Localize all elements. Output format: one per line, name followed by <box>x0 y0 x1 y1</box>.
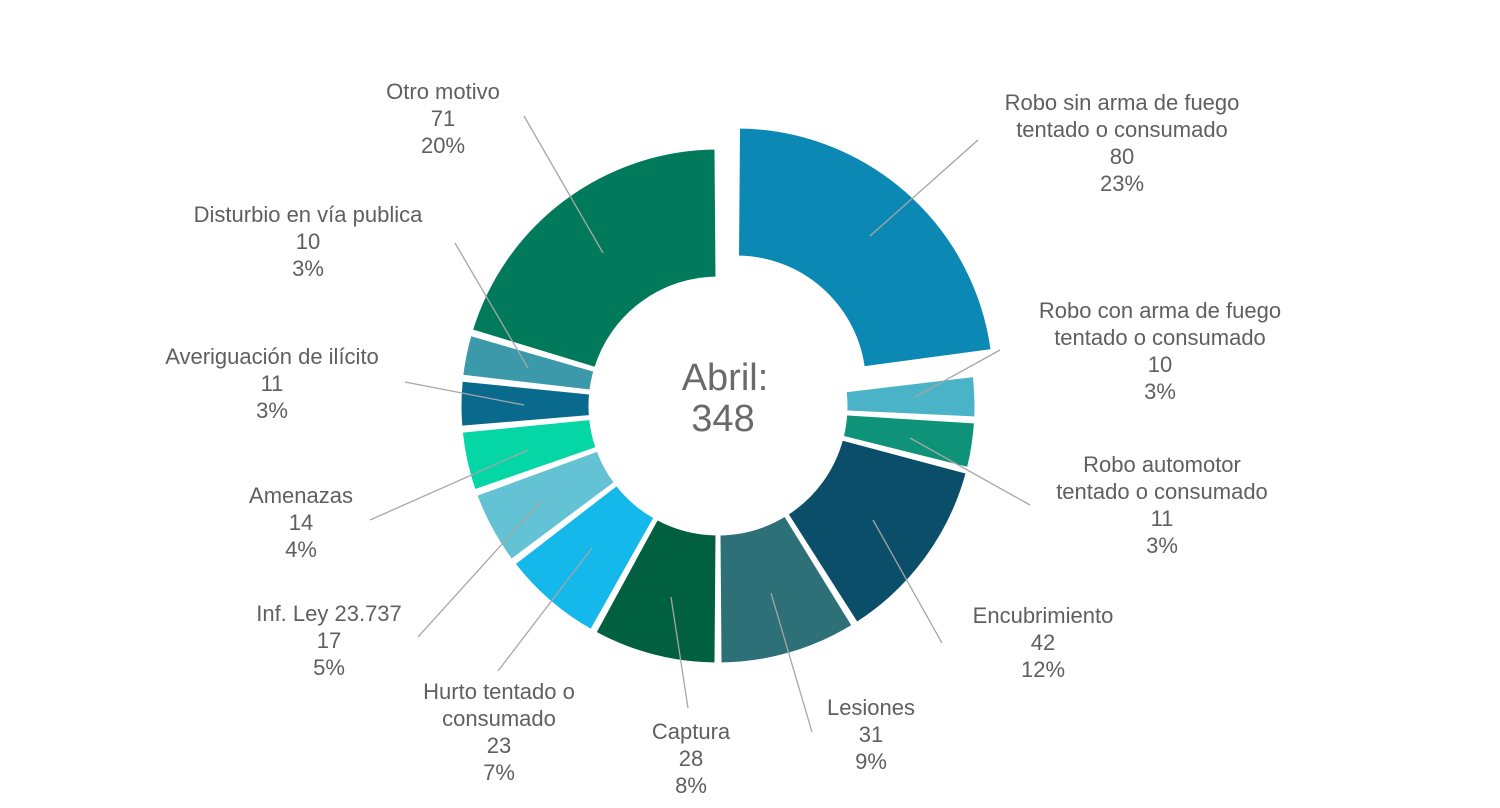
slice-label-value: 28 <box>679 746 703 771</box>
slice-label-name: Robo automotor <box>1083 452 1241 477</box>
donut-slice <box>736 125 994 370</box>
donut-slice <box>784 437 970 626</box>
slice-label-value: 14 <box>289 510 313 535</box>
slice-label-name: Robo sin arma de fuego <box>1005 90 1240 115</box>
donut-slice <box>460 332 597 393</box>
slice-label-percent: 8% <box>675 773 707 798</box>
leader-line <box>872 519 943 644</box>
leader-line <box>417 499 543 638</box>
slice-label-value: 31 <box>859 722 883 747</box>
donut-slice <box>459 416 600 493</box>
slice-label-name: consumado <box>442 706 556 731</box>
slice-label-value: 42 <box>1031 630 1055 655</box>
slice-label-percent: 12% <box>1021 657 1065 682</box>
slice-label-percent: 9% <box>855 749 887 774</box>
donut-slice <box>840 412 978 471</box>
slice-label-name: Lesiones <box>827 695 915 720</box>
center-label-total: 348 <box>691 398 754 440</box>
leader-line <box>454 242 529 369</box>
slice-label-percent: 5% <box>313 655 345 680</box>
slice-label-value: 17 <box>317 628 341 653</box>
slice-label-name: tentado o consumado <box>1056 479 1268 504</box>
slice-label-name: Robo con arma de fuego <box>1039 298 1281 323</box>
slice-label-value: 71 <box>431 106 455 131</box>
slice-label-percent: 3% <box>256 398 288 423</box>
leader-line <box>869 139 979 237</box>
slice-label-name: Otro motivo <box>386 79 500 104</box>
leader-line <box>497 547 593 672</box>
leader-lines-layer <box>369 115 1031 733</box>
donut-slice <box>458 378 593 429</box>
slice-label-percent: 3% <box>1144 379 1176 404</box>
slice-label-name: Hurto tentado o <box>423 679 575 704</box>
slice-label-value: 10 <box>296 229 320 254</box>
slice-label-value: 23 <box>487 733 511 758</box>
donut-slice <box>717 512 856 666</box>
center-label-month: Abril: <box>682 357 769 399</box>
slice-label-name: Disturbio en vía publica <box>194 202 423 227</box>
slice-label-value: 80 <box>1110 144 1134 169</box>
slice-label-name: Averiguación de ilícito <box>165 344 379 369</box>
slice-label-percent: 7% <box>483 760 515 785</box>
slice-label-value: 11 <box>261 371 284 396</box>
leader-line <box>404 381 525 406</box>
slice-label-percent: 23% <box>1100 171 1144 196</box>
donut-slice <box>843 373 978 420</box>
slice-label-name: tentado o consumado <box>1054 325 1266 350</box>
slice-label-name: Inf. Ley 23.737 <box>256 601 402 626</box>
leader-line <box>909 437 1031 506</box>
leader-line <box>770 592 813 733</box>
slice-label-name: Encubrimiento <box>973 603 1114 628</box>
slice-label-percent: 3% <box>292 256 324 281</box>
leader-line <box>914 349 1001 398</box>
leader-line <box>670 596 689 709</box>
slice-label-name: Amenazas <box>249 483 353 508</box>
slice-label-value: 11 <box>1151 506 1174 531</box>
slice-label-percent: 3% <box>1146 533 1178 558</box>
slice-label-name: tentado o consumado <box>1016 117 1228 142</box>
donut-slice <box>473 448 618 563</box>
leader-line <box>369 449 529 521</box>
slice-label-value: 10 <box>1148 352 1172 377</box>
donut-slice <box>469 146 719 371</box>
leader-line <box>523 115 604 254</box>
slice-label-percent: 4% <box>285 537 317 562</box>
slice-label-name: Captura <box>652 719 731 744</box>
slice-label-percent: 20% <box>421 133 465 158</box>
